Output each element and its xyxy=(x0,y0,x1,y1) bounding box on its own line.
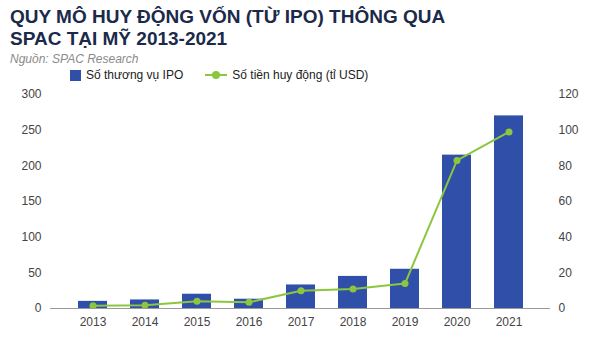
svg-text:100: 100 xyxy=(559,123,579,137)
svg-text:200: 200 xyxy=(21,159,41,173)
html-text:Nguồn: SPAC Research: Nguồn: SPAC Research xyxy=(10,52,139,66)
svg-text:2016: 2016 xyxy=(236,315,263,329)
svg-text:2013: 2013 xyxy=(80,315,107,329)
svg-text:120: 120 xyxy=(559,87,579,101)
svg-text:2015: 2015 xyxy=(184,315,211,329)
svg-text:50: 50 xyxy=(28,266,42,280)
svg-text:0: 0 xyxy=(35,301,42,315)
svg-text:2017: 2017 xyxy=(288,315,315,329)
svg-text:2018: 2018 xyxy=(340,315,367,329)
svg-text:150: 150 xyxy=(21,194,41,208)
svg-text:250: 250 xyxy=(21,123,41,137)
svg-text:2014: 2014 xyxy=(132,315,159,329)
html-text:QUY MÔ HUY ĐỘNG VỐN (TỪ IPO) T: QUY MÔ HUY ĐỘNG VỐN (TỪ IPO) THÔNG QUA S… xyxy=(10,6,445,49)
svg-text:0: 0 xyxy=(559,301,566,315)
svg-text:60: 60 xyxy=(559,194,573,208)
svg-text:2020: 2020 xyxy=(444,315,471,329)
svg-text:40: 40 xyxy=(559,230,573,244)
svg-text:2019: 2019 xyxy=(392,315,419,329)
svg-text:300: 300 xyxy=(21,87,41,101)
svg-text:2021: 2021 xyxy=(496,315,523,329)
svg-text:80: 80 xyxy=(559,159,573,173)
svg-text:100: 100 xyxy=(21,230,41,244)
html-text:Số tiền huy động (tỉ USD): Số tiền huy động (tỉ USD) xyxy=(232,68,369,82)
html-text:Số thương vụ IPO: Số thương vụ IPO xyxy=(86,68,184,82)
svg-text:20: 20 xyxy=(559,266,573,280)
